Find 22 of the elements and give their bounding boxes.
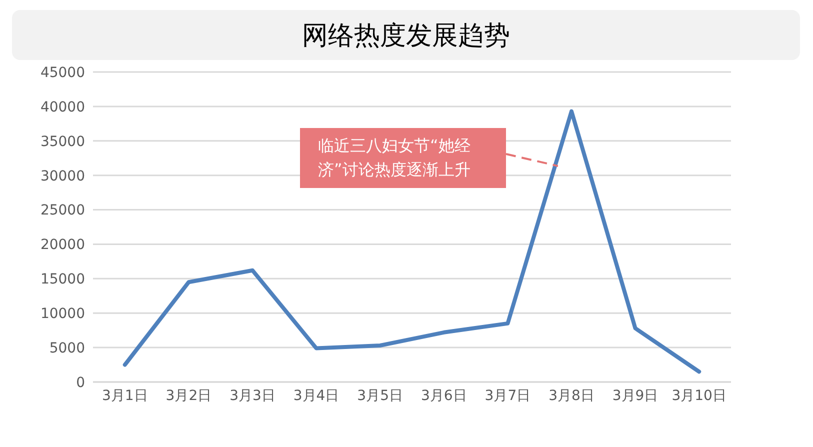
x-tick-label: 3月10日 <box>672 388 726 404</box>
x-tick-label: 3月4日 <box>293 388 340 404</box>
y-tick-label: 0 <box>76 374 85 391</box>
x-tick-label: 3月5日 <box>357 388 404 404</box>
y-tick-label: 10000 <box>40 306 85 322</box>
x-tick-label: 3月3日 <box>230 388 276 404</box>
x-tick-label: 3月7日 <box>484 388 531 404</box>
y-tick-label: 15000 <box>40 272 85 288</box>
y-tick-label: 35000 <box>40 134 85 150</box>
x-tick-label: 3月8日 <box>548 388 594 404</box>
x-tick-label: 3月9日 <box>612 388 658 404</box>
y-tick-label: 40000 <box>40 99 85 116</box>
x-tick-label: 3月1日 <box>102 388 148 404</box>
x-tick-label: 3月6日 <box>420 388 467 404</box>
y-tick-label: 20000 <box>40 237 85 254</box>
y-tick-label: 5000 <box>49 340 85 357</box>
x-tick-label: 3月2日 <box>166 388 212 404</box>
y-tick-label: 25000 <box>40 202 85 219</box>
y-tick-label: 45000 <box>40 64 85 81</box>
chart-title: 网络热度发展趋势 <box>12 10 800 60</box>
line-series <box>122 109 702 374</box>
y-tick-label: 30000 <box>40 168 85 184</box>
